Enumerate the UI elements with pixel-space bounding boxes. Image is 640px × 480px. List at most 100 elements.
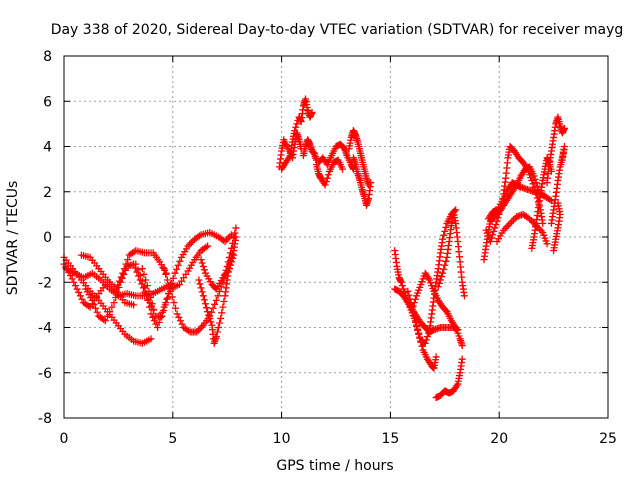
data-point (494, 214, 502, 222)
data-point (436, 276, 444, 284)
data-point (232, 224, 240, 232)
data-point (146, 294, 154, 302)
data-point (214, 292, 222, 300)
data-point (160, 265, 168, 273)
data-point (442, 223, 450, 231)
data-point (528, 176, 536, 184)
data-point (104, 312, 112, 320)
data-point (409, 302, 417, 310)
data-point (404, 287, 412, 295)
data-point (491, 224, 499, 232)
data-point (543, 240, 551, 248)
data-point (70, 278, 78, 286)
data-point (101, 317, 109, 325)
x-tick-label: 15 (381, 431, 399, 447)
data-point (220, 297, 228, 305)
data-point (214, 324, 222, 331)
data-point (197, 256, 205, 264)
data-point (76, 292, 84, 300)
data-point (138, 265, 146, 273)
data-point (100, 316, 108, 324)
data-point (145, 287, 153, 295)
data-point (73, 285, 81, 293)
data-point (458, 355, 466, 363)
data-point (339, 165, 347, 173)
data-point (139, 284, 147, 292)
data-point (405, 291, 413, 299)
data-point (155, 318, 163, 326)
data-point (136, 271, 144, 279)
data-point (321, 181, 329, 189)
data-point (493, 217, 501, 225)
data-point (291, 127, 299, 135)
data-point (172, 304, 180, 312)
data-point (143, 282, 151, 290)
data-point (423, 333, 431, 341)
data-point (92, 304, 100, 312)
data-point (492, 221, 500, 229)
data-point (398, 282, 406, 290)
data-point (219, 303, 227, 311)
y-tick-label: -8 (38, 411, 52, 427)
data-point (185, 327, 193, 335)
data-point (154, 324, 162, 331)
data-point (176, 317, 184, 325)
data-point (90, 300, 98, 308)
y-tick-label: -6 (38, 366, 52, 382)
data-point (68, 275, 76, 283)
data-point (324, 171, 332, 179)
data-point (161, 301, 169, 309)
data-point (169, 274, 177, 282)
data-point (411, 317, 419, 325)
data-point (198, 259, 206, 267)
data-point (168, 293, 176, 301)
data-point (195, 276, 203, 284)
data-point (167, 287, 175, 295)
data-point (213, 328, 221, 336)
data-point (196, 280, 204, 288)
data-point (195, 232, 203, 240)
data-point (397, 278, 405, 286)
data-point (440, 265, 448, 273)
data-point (416, 333, 424, 341)
data-point (84, 302, 92, 310)
data-point (322, 178, 330, 186)
data-point (118, 274, 126, 282)
data-point (489, 231, 497, 239)
data-point (211, 300, 219, 308)
data-point (442, 257, 450, 265)
data-point (410, 299, 418, 307)
data-point (230, 251, 238, 259)
data-point (495, 210, 503, 218)
data-point (560, 124, 568, 132)
data-point (432, 353, 440, 361)
data-point (165, 282, 173, 290)
data-point (323, 174, 331, 182)
data-point (229, 254, 237, 262)
data-point (199, 262, 207, 270)
data-point (212, 296, 220, 304)
data-point (124, 256, 132, 264)
data-point (212, 333, 220, 341)
data-point (134, 266, 142, 274)
data-point (110, 299, 118, 307)
data-point (421, 339, 429, 347)
data-point (439, 269, 447, 277)
grid (64, 56, 608, 418)
data-point (231, 229, 239, 237)
data-point (175, 313, 183, 321)
y-tick-label: 0 (43, 230, 52, 246)
data-point (216, 319, 224, 327)
data-point (532, 179, 540, 187)
data-point (533, 182, 541, 190)
data-point (93, 308, 101, 316)
data-point (199, 292, 207, 300)
data-point (413, 321, 421, 329)
data-point (197, 284, 205, 292)
data-point (121, 266, 129, 274)
data-point (130, 301, 138, 309)
data-point (415, 329, 423, 337)
data-point (207, 318, 215, 326)
